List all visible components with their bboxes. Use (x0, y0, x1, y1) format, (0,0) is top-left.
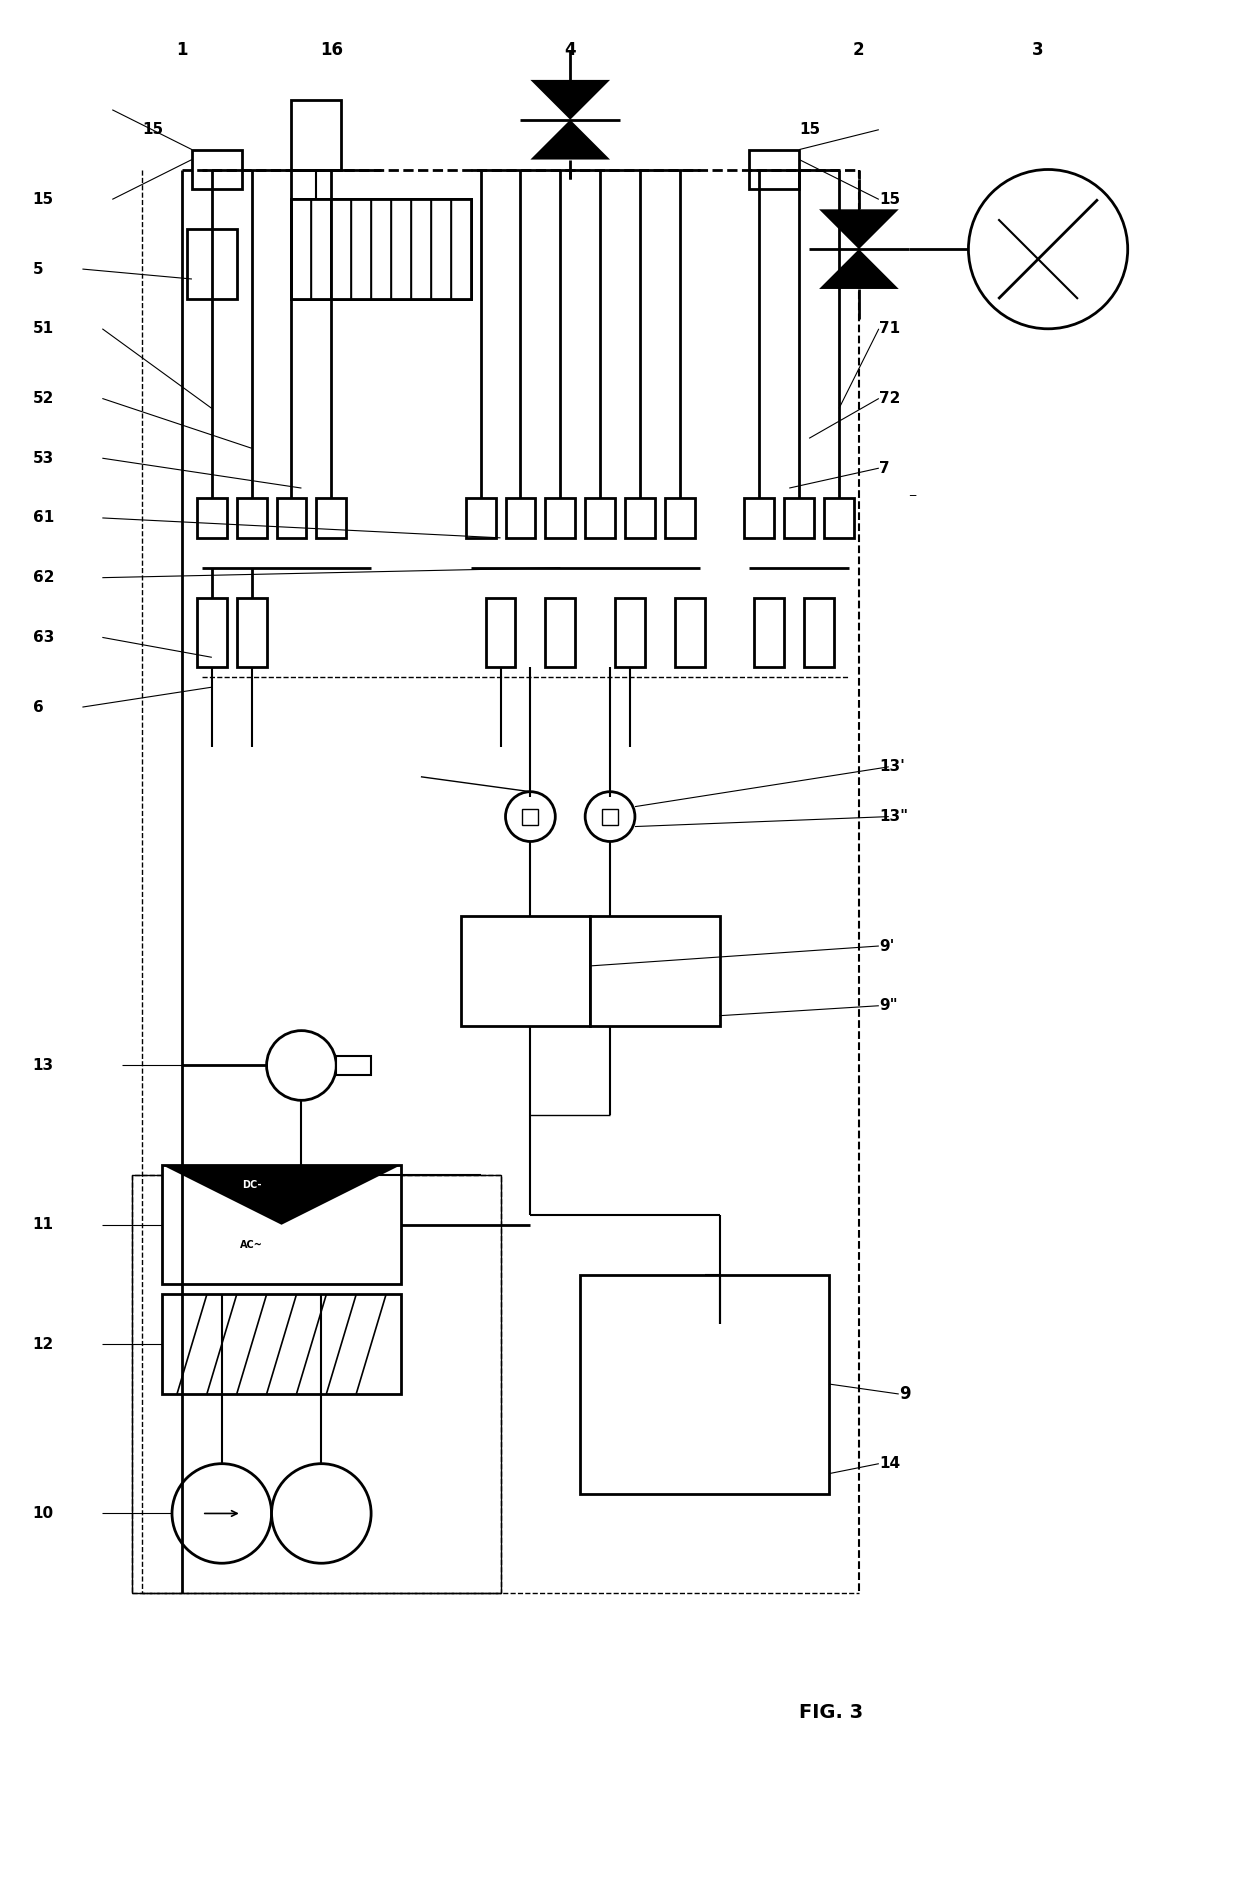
Bar (237, 597, 267, 667)
Bar (805, 597, 835, 667)
Text: 15: 15 (143, 121, 164, 137)
Bar (197, 499, 227, 538)
Bar (336, 1056, 371, 1075)
Text: 6: 6 (32, 700, 43, 715)
Bar (665, 499, 694, 538)
Bar (291, 199, 471, 300)
Polygon shape (162, 1164, 401, 1225)
Text: 5: 5 (32, 262, 43, 277)
Bar (744, 499, 774, 538)
Polygon shape (531, 119, 610, 159)
Bar (546, 597, 575, 667)
Text: 11: 11 (32, 1217, 53, 1232)
Text: 15: 15 (32, 191, 53, 207)
Circle shape (585, 793, 635, 842)
Text: AC~: AC~ (241, 1240, 263, 1249)
Text: 2: 2 (853, 42, 864, 59)
Bar (316, 499, 346, 538)
Text: 71: 71 (879, 320, 900, 336)
Bar (277, 499, 306, 538)
Circle shape (272, 1464, 371, 1562)
Text: 14: 14 (879, 1456, 900, 1471)
Text: 10: 10 (32, 1505, 53, 1521)
Text: 52: 52 (32, 391, 55, 406)
Bar (754, 597, 784, 667)
Bar (162, 1164, 401, 1284)
Text: FIG. 3: FIG. 3 (800, 1703, 863, 1722)
Bar (506, 499, 536, 538)
Polygon shape (820, 248, 899, 288)
Text: 9": 9" (879, 997, 898, 1012)
Text: 16: 16 (320, 42, 342, 59)
Bar (461, 916, 590, 1026)
Bar (162, 1295, 401, 1394)
Circle shape (172, 1464, 272, 1562)
Text: 3: 3 (1033, 42, 1044, 59)
Bar (466, 499, 496, 538)
Bar (784, 499, 815, 538)
Bar (192, 150, 242, 190)
Text: 62: 62 (32, 571, 55, 586)
Bar (580, 1274, 830, 1494)
Bar (291, 199, 471, 300)
Bar (625, 499, 655, 538)
Circle shape (968, 169, 1127, 328)
Bar (187, 229, 237, 300)
Bar (291, 199, 471, 300)
Bar (486, 597, 516, 667)
Bar (825, 499, 854, 538)
Text: 9': 9' (879, 939, 894, 954)
Text: 12: 12 (32, 1337, 53, 1352)
Text: _: _ (909, 483, 915, 497)
Text: 72: 72 (879, 391, 900, 406)
Bar (615, 597, 645, 667)
Text: 13: 13 (32, 1058, 53, 1073)
Text: 7: 7 (879, 461, 889, 476)
Bar (133, 1176, 501, 1593)
Bar (237, 499, 267, 538)
Text: 1: 1 (176, 42, 187, 59)
Text: 13": 13" (879, 810, 908, 825)
Circle shape (267, 1031, 336, 1100)
Text: DC-: DC- (242, 1179, 262, 1191)
Text: 51: 51 (32, 320, 53, 336)
Text: 13': 13' (879, 758, 905, 774)
Bar (291, 100, 341, 169)
Bar (675, 597, 704, 667)
Text: 63: 63 (32, 629, 55, 645)
Text: 53: 53 (32, 451, 53, 466)
Bar (197, 597, 227, 667)
Bar (522, 808, 538, 825)
Text: 9: 9 (899, 1384, 910, 1403)
Circle shape (506, 793, 556, 842)
Text: 15: 15 (879, 191, 900, 207)
Text: 15: 15 (800, 121, 821, 137)
Polygon shape (820, 209, 899, 248)
Text: 4: 4 (564, 42, 577, 59)
Bar (749, 150, 800, 190)
Bar (546, 499, 575, 538)
Bar (603, 808, 618, 825)
Polygon shape (531, 80, 610, 119)
Bar (590, 916, 719, 1026)
Text: 61: 61 (32, 510, 53, 525)
Bar (585, 499, 615, 538)
